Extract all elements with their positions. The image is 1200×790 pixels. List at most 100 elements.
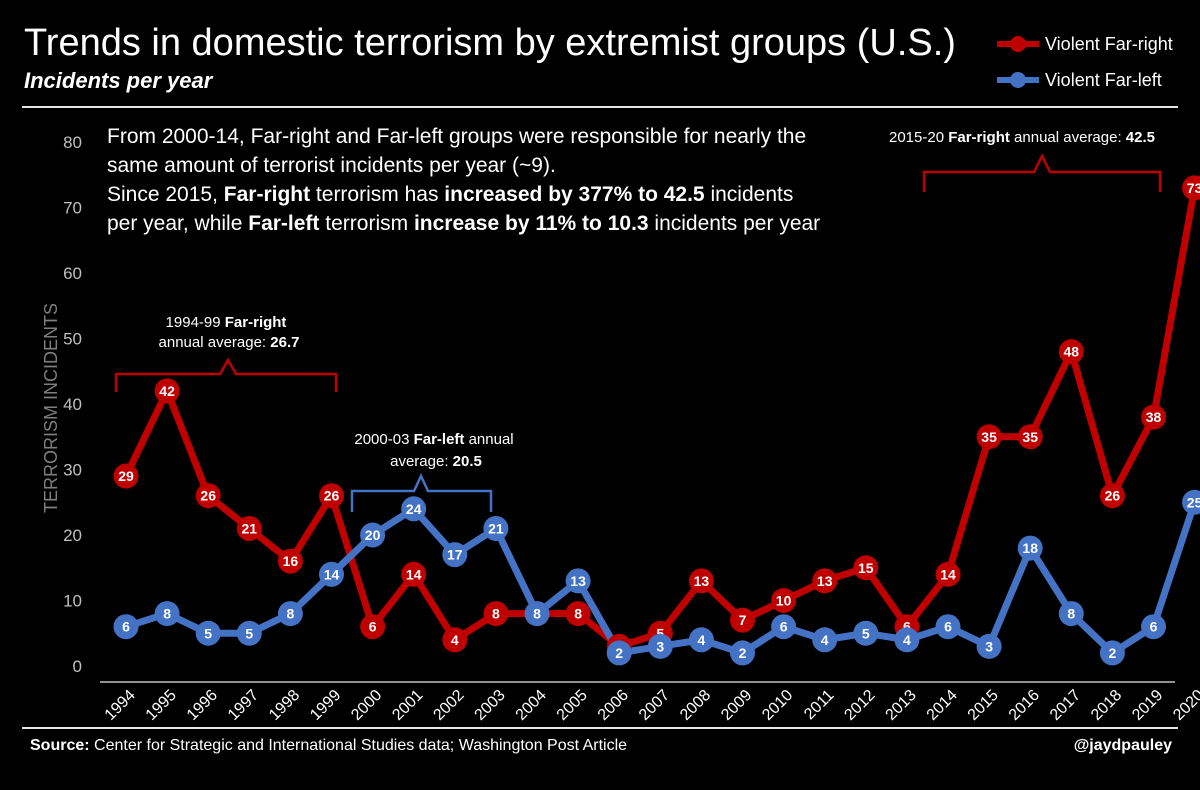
violent-far-right-point — [1058, 339, 1084, 365]
violent-far-right-point — [1017, 424, 1043, 450]
footer-divider — [22, 727, 1178, 729]
legend-swatch-far-right — [997, 36, 1039, 52]
violent-far-left-value-label: 17 — [447, 547, 463, 563]
violent-far-right-value-label: 26 — [324, 488, 340, 504]
annotation-2015-20: 2015-20 Far-right annual average: 42.5 — [889, 129, 1155, 146]
chart-subtitle: Incidents per year — [24, 68, 213, 93]
x-tick-label: 1999 — [307, 687, 344, 724]
violent-far-left-value-label: 5 — [204, 625, 212, 641]
violent-far-left-value-label: 6 — [122, 619, 130, 635]
violent-far-right-value-label: 73 — [1187, 180, 1200, 196]
violent-far-left-point — [401, 496, 427, 522]
violent-far-right-point — [154, 378, 180, 404]
x-tick-label: 2014 — [924, 687, 961, 724]
violent-far-right-value-label: 6 — [903, 619, 911, 635]
violent-far-right-value-label: 26 — [1105, 488, 1121, 504]
violent-far-left-point — [853, 620, 879, 646]
violent-far-right-point — [195, 483, 221, 509]
violent-far-left-value-label: 3 — [985, 638, 993, 654]
y-axis-title: TERRORISM INCIDENTS — [41, 303, 61, 513]
annotation-1994-99-line1: 1994-99 Far-right — [166, 314, 287, 331]
violent-far-right-value-label: 7 — [739, 612, 747, 628]
violent-far-left-value-label: 20 — [365, 527, 381, 543]
violent-far-left-value-label: 2 — [1109, 645, 1117, 661]
x-tick-label: 2006 — [595, 687, 632, 724]
header-divider — [22, 106, 1178, 108]
violent-far-right-value-label: 14 — [940, 566, 956, 582]
y-tick-label: 30 — [63, 461, 82, 480]
y-tick-label: 0 — [73, 657, 82, 676]
violent-far-left-point — [360, 522, 386, 548]
x-tick-label: 2020 — [1170, 687, 1200, 724]
x-tick-label: 1997 — [225, 687, 262, 724]
legend-label-far-left: Violent Far-left — [1045, 69, 1162, 90]
x-tick-label: 2002 — [430, 687, 467, 724]
violent-far-left-point — [1017, 535, 1043, 561]
violent-far-left-point — [1182, 489, 1200, 515]
violent-far-right-value-label: 26 — [200, 488, 216, 504]
x-tick-label: 2009 — [718, 687, 755, 724]
violent-far-left-value-label: 5 — [245, 625, 253, 641]
x-tick-label: 2001 — [389, 687, 426, 724]
violent-far-left-value-label: 8 — [1067, 606, 1075, 622]
x-tick-label: 2004 — [513, 687, 550, 724]
violent-far-right-point — [319, 483, 344, 509]
violent-far-left-value-label: 13 — [570, 573, 586, 589]
x-tick-label: 2017 — [1047, 687, 1084, 724]
bracket-2000-03 — [350, 473, 493, 512]
violent-far-right-point — [935, 561, 961, 587]
violent-far-right-value-label: 13 — [694, 573, 710, 589]
legend-item-far-right: Violent Far-right — [995, 26, 1173, 62]
violent-far-left-value-label: 6 — [1150, 619, 1158, 635]
violent-far-right-point — [277, 548, 303, 574]
violent-far-left-point — [812, 627, 838, 653]
violent-far-left-value-label: 4 — [903, 632, 911, 648]
violent-far-left-point — [524, 601, 550, 627]
violent-far-left-value-label: 18 — [1022, 540, 1038, 556]
violent-far-left-point — [319, 561, 344, 587]
violent-far-right-value-label: 42 — [159, 383, 175, 399]
violent-far-left-value-label: 2 — [739, 645, 747, 661]
source-note: Source: Center for Strategic and Interna… — [30, 737, 628, 754]
legend: Violent Far-right Violent Far-left — [995, 26, 1173, 98]
x-tick-label: 2011 — [801, 687, 837, 723]
x-tick-label: 1998 — [266, 687, 303, 724]
violent-far-right-value-label: 6 — [369, 619, 377, 635]
annotation-1994-99-line2: annual average: 26.7 — [159, 334, 300, 351]
x-tick-label: 2008 — [677, 687, 714, 724]
violent-far-right-point — [688, 568, 714, 594]
violent-far-right-point — [812, 568, 838, 594]
x-tick-label: 2013 — [883, 687, 920, 724]
x-tick-label: 2010 — [759, 687, 796, 724]
violent-far-left-point — [730, 640, 755, 666]
legend-item-far-left: Violent Far-left — [995, 62, 1173, 98]
violent-far-right-point — [401, 561, 427, 587]
violent-far-right-point — [113, 463, 139, 489]
violent-far-right-line — [122, 184, 1199, 650]
violent-far-left-point — [195, 620, 221, 646]
violent-far-left-point — [647, 633, 673, 659]
violent-far-left-value-label: 14 — [324, 566, 340, 582]
violent-far-left-value-label: 8 — [163, 606, 171, 622]
violent-far-right-value-label: 35 — [981, 429, 997, 445]
violent-far-right-point — [1182, 175, 1200, 201]
y-tick-label: 80 — [63, 133, 82, 152]
violent-far-left-point — [688, 627, 714, 653]
x-tick-label: 2003 — [472, 687, 509, 724]
violent-far-right-value-label: 10 — [776, 593, 792, 609]
violent-far-right-point — [730, 607, 755, 633]
violent-far-left-value-label: 21 — [488, 520, 504, 536]
violent-far-right-value-label: 8 — [574, 606, 582, 622]
violent-far-right-value-label: 13 — [817, 573, 833, 589]
violent-far-right-value-label: 35 — [1022, 429, 1038, 445]
violent-far-right-point — [771, 588, 797, 613]
x-tick-label: 1996 — [184, 687, 221, 724]
violent-far-left-point — [236, 620, 262, 646]
violent-far-left-value-label: 3 — [656, 638, 664, 654]
bracket-2015-20 — [922, 153, 1162, 192]
note-line2: Since 2015, Far-right terrorism has incr… — [107, 183, 821, 235]
bracket-1994-99 — [114, 357, 338, 392]
violent-far-right-value-label: 4 — [451, 632, 459, 648]
violent-far-left-point — [1141, 614, 1166, 640]
